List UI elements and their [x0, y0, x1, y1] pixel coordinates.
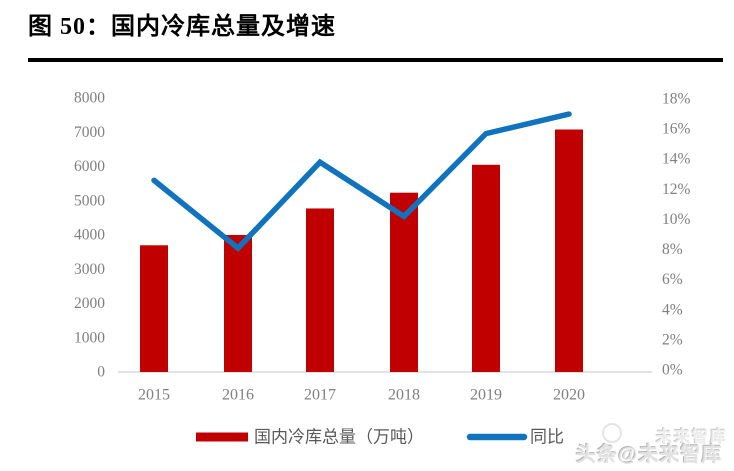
right-axis-tick: 10%	[662, 211, 691, 228]
bar-2020	[555, 129, 583, 372]
right-axis-tick: 16%	[662, 121, 691, 138]
title-divider	[28, 58, 723, 62]
left-axis-tick: 3000	[74, 261, 105, 278]
right-axis-tick: 6%	[662, 271, 683, 288]
watermark-ghost-text: 未来智库	[655, 429, 728, 446]
left-axis-tick: 2000	[74, 295, 105, 312]
x-axis-label-2018: 2018	[388, 387, 420, 404]
legend-bar-label: 国内冷库总量（万吨）	[254, 428, 424, 447]
right-axis-tick: 0%	[662, 362, 683, 379]
left-axis-tick: 6000	[74, 158, 105, 175]
left-axis-tick: 8000	[74, 90, 105, 107]
chart-area: 8000 7000 6000 5000 4000 3000 2000 1000 0 18% 16% 1…	[30, 82, 730, 462]
left-axis-tick: 0	[97, 364, 105, 381]
legend-bar-swatch	[196, 432, 248, 442]
toutiao-logo-icon	[602, 423, 622, 443]
left-axis-tick: 4000	[74, 227, 105, 244]
left-axis-tick: 5000	[74, 192, 105, 209]
x-axis-label-2015: 2015	[138, 387, 170, 404]
watermark-text: 头条@未来智库	[576, 444, 723, 466]
bar-2018	[390, 192, 418, 372]
x-axis-label-2020: 2020	[553, 387, 585, 404]
x-axis-label-2017: 2017	[304, 387, 336, 404]
x-axis-label-2019: 2019	[470, 387, 502, 404]
cold-storage-chart: 8000 7000 6000 5000 4000 3000 2000 1000 0 18% 16% 1…	[74, 90, 691, 447]
right-axis-tick: 8%	[662, 241, 683, 258]
right-axis-tick: 2%	[662, 331, 683, 348]
left-axis-tick: 7000	[74, 124, 105, 141]
right-axis-tick: 14%	[662, 151, 691, 168]
bar-2015	[140, 245, 168, 372]
right-axis-tick: 18%	[662, 91, 691, 108]
figure-title: 图 50：国内冷库总量及增速	[28, 14, 336, 40]
legend-line-label: 同比	[530, 428, 564, 447]
bar-2019	[472, 164, 500, 372]
right-axis-tick: 12%	[662, 181, 691, 198]
bar-2017	[306, 208, 334, 372]
watermark: 未来智库 头条@未来智库	[574, 421, 732, 471]
x-axis-label-2016: 2016	[222, 387, 254, 404]
right-axis-tick: 4%	[662, 301, 683, 318]
yoy-growth-line	[151, 111, 572, 252]
left-axis-tick: 1000	[74, 329, 105, 346]
bar-2016	[224, 235, 252, 372]
